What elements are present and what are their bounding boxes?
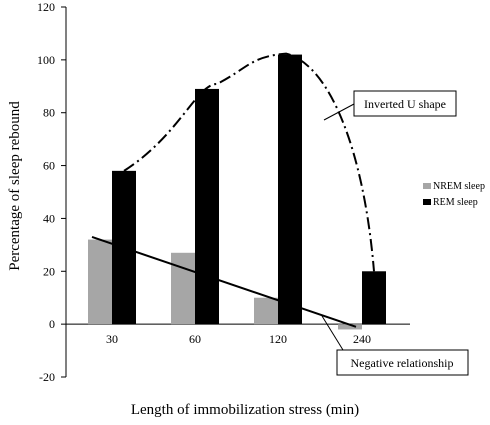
- y-tick-label: 40: [43, 211, 55, 225]
- bar-nrem-sleep: [88, 239, 112, 325]
- annotation-box-inverted-u: [353, 90, 457, 117]
- bar-rem-sleep: [278, 54, 302, 325]
- annotation-box-negative: [336, 349, 469, 376]
- bar-rem-sleep: [195, 88, 219, 325]
- y-axis-label: Percentage of sleep rebound: [7, 101, 23, 271]
- legend-label-nrem: NREM sleep: [433, 181, 485, 192]
- legend-swatch-rem: [423, 199, 431, 205]
- y-tick-label: 80: [43, 106, 55, 120]
- y-tick-label: 100: [37, 53, 55, 67]
- annotation-pointer-inverted-u: [323, 103, 355, 121]
- annotation-negative-relationship: Negative relationship: [351, 356, 454, 370]
- bar-rem-sleep: [362, 271, 386, 325]
- y-tick-label: 60: [43, 159, 55, 173]
- x-tick-label: 240: [353, 332, 371, 346]
- x-axis-label: Length of immobilization stress (min): [131, 402, 359, 418]
- rem-trend-curve: [123, 52, 375, 272]
- y-tick-label: 0: [49, 317, 55, 331]
- bar-nrem-sleep: [254, 297, 278, 325]
- x-tick-label: 30: [106, 332, 118, 346]
- annotation-inverted-u: Inverted U shape: [364, 97, 446, 111]
- nrem-trend-line: [91, 235, 357, 328]
- x-tick-label: 60: [189, 332, 201, 346]
- legend-label-rem: REM sleep: [433, 197, 478, 208]
- bar-nrem-sleep: [171, 252, 195, 325]
- annotation-pointer-negative: [321, 315, 344, 351]
- x-tick-label: 120: [269, 332, 287, 346]
- y-tick-label: -20: [39, 370, 55, 384]
- y-tick-label: 120: [37, 0, 55, 14]
- bar-nrem-sleep: [338, 324, 362, 330]
- legend-swatch-nrem: [423, 183, 431, 189]
- y-tick-label: 20: [43, 264, 55, 278]
